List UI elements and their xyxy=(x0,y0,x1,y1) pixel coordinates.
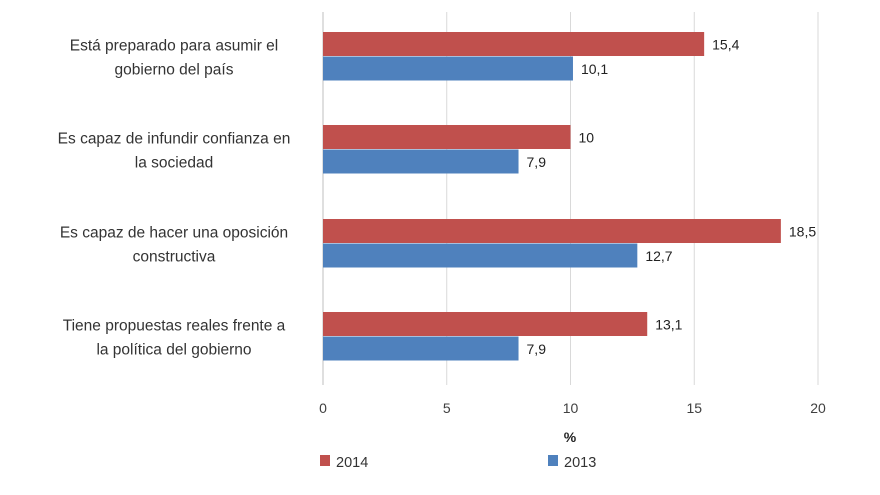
category-label: Es capaz de infundir confianza en xyxy=(58,131,291,148)
legend-label: 2014 xyxy=(336,455,368,471)
data-label: 10,1 xyxy=(581,61,608,77)
data-label: 12,7 xyxy=(645,248,672,264)
x-tick-label: 15 xyxy=(686,400,702,416)
category-label: gobierno del país xyxy=(115,62,234,79)
data-label: 18,5 xyxy=(789,223,816,239)
data-label: 7,9 xyxy=(527,154,547,170)
category-label: la sociedad xyxy=(135,155,213,172)
category-label: la política del gobierno xyxy=(96,342,251,359)
x-tick-label: 0 xyxy=(319,400,327,416)
category-label: constructiva xyxy=(133,249,216,266)
legend-swatch-2013 xyxy=(548,455,558,466)
legend-swatch-2014 xyxy=(320,455,330,466)
x-tick-label: 10 xyxy=(563,400,579,416)
bar-2014 xyxy=(323,32,705,56)
x-axis-label: % xyxy=(564,429,577,445)
bar-2014 xyxy=(323,125,571,149)
bar-2014 xyxy=(323,219,781,243)
x-tick-label: 5 xyxy=(443,400,451,416)
category-label: Es capaz de hacer una oposición xyxy=(60,225,288,242)
bar-2013 xyxy=(323,336,519,361)
data-label: 15,4 xyxy=(712,36,739,52)
data-label: 7,9 xyxy=(527,341,547,357)
bar-2014 xyxy=(323,312,648,336)
bar-2013 xyxy=(323,149,519,174)
legend-label: 2013 xyxy=(564,455,596,471)
bar-2013 xyxy=(323,56,573,81)
data-label: 13,1 xyxy=(655,316,682,332)
data-label: 10 xyxy=(579,129,595,145)
category-label: Está preparado para asumir el xyxy=(70,38,279,55)
bar-2013 xyxy=(323,243,638,268)
x-tick-label: 20 xyxy=(810,400,826,416)
category-label: Tiene propuestas reales frente a xyxy=(63,318,286,335)
